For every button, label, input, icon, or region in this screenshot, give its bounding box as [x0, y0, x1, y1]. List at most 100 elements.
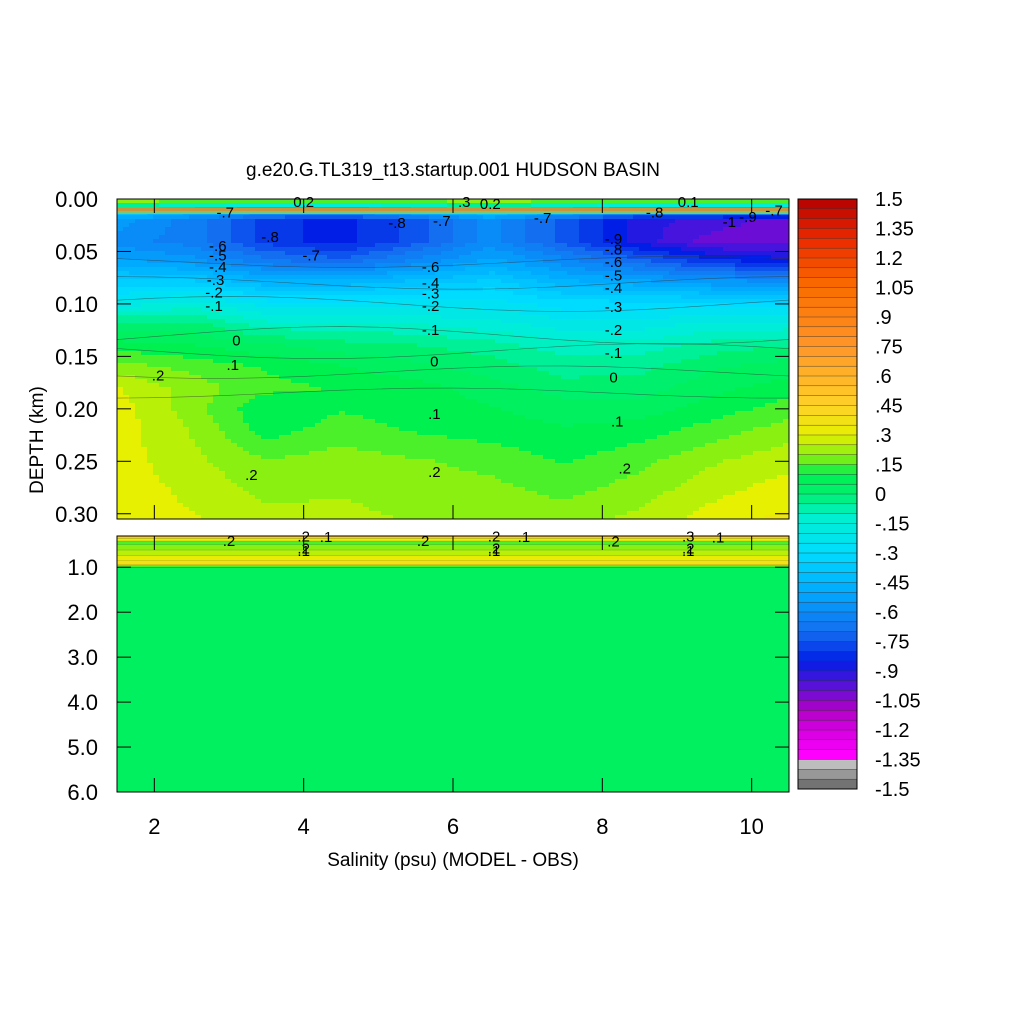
- colorbar-bin: [797, 198, 858, 210]
- colorbar-bin: [797, 208, 858, 220]
- colorbar-bin: [797, 523, 858, 534]
- colorbar-label: .75: [875, 337, 903, 359]
- contour-label: -.9: [739, 209, 757, 226]
- contour-label: .1: [320, 529, 333, 546]
- contour-label: -.5: [605, 268, 623, 285]
- colorbar-bin: [797, 562, 858, 574]
- x-axis-label: Salinity (psu) (MODEL - OBS): [327, 850, 579, 871]
- colorbar-label: -.3: [875, 543, 898, 565]
- contour-label: -.1: [605, 345, 623, 362]
- contour-label: -.4: [209, 259, 227, 276]
- colorbar-bin: [797, 729, 858, 741]
- y-tick-label: 6.0: [67, 780, 98, 805]
- contour-label: -.3: [422, 285, 440, 302]
- y-tick-label: 0.20: [55, 397, 98, 422]
- colorbar-bin: [797, 552, 858, 564]
- colorbar-bin: [797, 503, 858, 515]
- colorbar-bin: [797, 464, 858, 475]
- colorbar-bin: [797, 542, 858, 554]
- contour-label: -.7: [302, 248, 320, 265]
- colorbar-label: -1.35: [875, 750, 921, 772]
- colorbar-bin: [797, 346, 858, 357]
- x-tick-label: 4: [298, 814, 310, 839]
- colorbar-bin: [797, 601, 858, 613]
- contour-label: -.3: [207, 272, 225, 289]
- y-tick-label: 0.30: [55, 502, 98, 527]
- colorbar-bin: [797, 424, 858, 436]
- contour-label: -.1: [205, 298, 223, 315]
- colorbar-label: -.75: [875, 632, 909, 654]
- contour-label: 0.1: [678, 194, 699, 211]
- colorbar-bin: [797, 454, 858, 465]
- colorbar-bin: [797, 395, 858, 406]
- y-axis-label: DEPTH (km): [27, 386, 48, 494]
- contour-label: -.4: [422, 275, 440, 292]
- colorbar-bin: [797, 336, 858, 347]
- colorbar-bin: [797, 749, 858, 761]
- contour-label: -.6: [605, 254, 623, 271]
- colorbar-bin: [797, 719, 858, 731]
- colorbar-bin: [797, 247, 858, 259]
- x-tick-label: 10: [739, 814, 763, 839]
- colorbar-bin: [797, 365, 858, 377]
- contour-label: -.4: [605, 280, 623, 297]
- colorbar-bin: [797, 434, 858, 446]
- x-tick-label: 8: [596, 814, 608, 839]
- contour-label: -.1: [422, 322, 440, 339]
- contour-label: .1: [518, 529, 531, 546]
- colorbar-label: -1.05: [875, 691, 921, 713]
- colorbar-label: -1.5: [875, 779, 909, 801]
- contour-label: -.6: [209, 238, 227, 255]
- colorbar-label: .6: [875, 366, 892, 388]
- colorbar-bin: [797, 759, 858, 770]
- colorbar-frame: [797, 198, 858, 790]
- colorbar-bin: [797, 375, 858, 387]
- contour-label: .3: [458, 194, 471, 211]
- contour-label: .1: [611, 413, 624, 430]
- contour-label: 0.2: [480, 196, 501, 213]
- colorbar-bin: [797, 700, 858, 711]
- colorbar-bin: [797, 621, 858, 633]
- contour-label: -.9: [605, 231, 623, 248]
- colorbar-label: -.15: [875, 514, 909, 536]
- lower-panel: [117, 536, 789, 792]
- colorbar-bin: [797, 238, 858, 249]
- colorbar-bin: [797, 415, 858, 426]
- colorbar-bin: [797, 769, 858, 780]
- colorbar-bin: [797, 218, 858, 230]
- colorbar-bin: [797, 316, 858, 328]
- colorbar-label: -1.2: [875, 720, 909, 742]
- colorbar-bin: [797, 631, 858, 643]
- x-tick-label: 2: [148, 814, 160, 839]
- colorbar-label: .45: [875, 396, 903, 418]
- lower-contour-labels: .2.1.2.2.2.1.2.3.1.2.1.2.1.2.1: [223, 529, 725, 560]
- contour-label: .1: [428, 406, 441, 423]
- contour-label: -.2: [205, 284, 223, 301]
- contour-label: -.7: [433, 213, 451, 230]
- contour-label: -.8: [388, 215, 406, 232]
- colorbar-bin: [797, 582, 858, 593]
- y-tick-label: 1.0: [67, 555, 98, 580]
- colorbar-label: .9: [875, 307, 892, 329]
- colorbar-bin: [797, 710, 858, 721]
- colorbar-bin: [797, 287, 858, 298]
- colorbar-bin: [797, 690, 858, 702]
- y-tick-label: 3.0: [67, 645, 98, 670]
- contour-label: -1: [723, 214, 736, 231]
- y-tick-label: 0.15: [55, 344, 98, 369]
- contour-label: .2: [488, 529, 501, 546]
- contour-label: .1: [712, 530, 725, 547]
- colorbar-bin: [797, 670, 858, 682]
- colorbar: 1.5 1.35 1.2 1.05 .9 .75 .6 .45 .3 .15 0 -.15 -.3 -.4…: [797, 189, 921, 801]
- colorbar-bin: [797, 277, 858, 288]
- colorbar-bin: [797, 356, 858, 367]
- contour-label: .1: [226, 357, 239, 374]
- contour-label: -.7: [765, 203, 783, 220]
- colorbar-bin: [797, 513, 858, 525]
- colorbar-bin: [797, 385, 858, 397]
- y-tick-label: 2.0: [67, 600, 98, 625]
- y-tick-label: 0.05: [55, 239, 98, 264]
- colorbar-bin: [797, 405, 858, 416]
- y-tick-label: 0.00: [55, 187, 98, 212]
